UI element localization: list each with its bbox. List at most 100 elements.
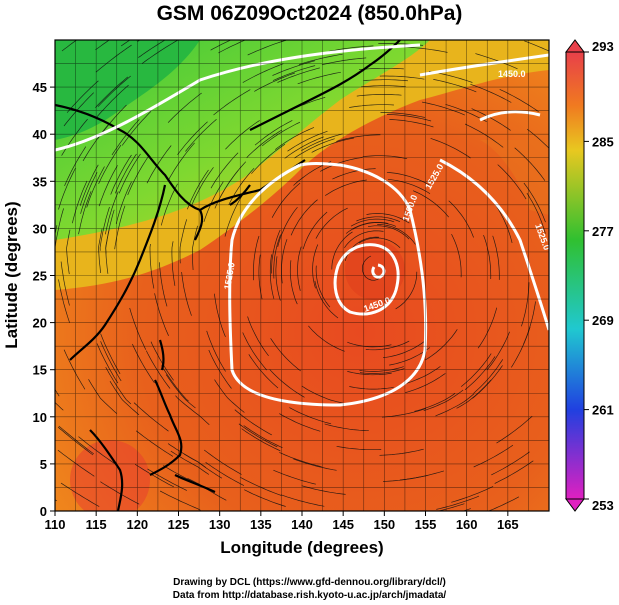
streamline bbox=[423, 389, 464, 412]
streamline bbox=[358, 237, 401, 249]
streamline bbox=[486, 331, 510, 371]
streamline bbox=[279, 413, 321, 432]
streamline bbox=[187, 169, 209, 210]
streamline bbox=[269, 254, 275, 299]
streamline bbox=[64, 146, 87, 187]
streamline bbox=[349, 104, 394, 108]
streamline bbox=[359, 67, 404, 70]
x-tick-label: 155 bbox=[415, 517, 437, 532]
streamline bbox=[273, 234, 281, 279]
streamline bbox=[464, 123, 504, 148]
x-tick-label: 160 bbox=[456, 517, 478, 532]
streamline bbox=[494, 460, 534, 484]
x-tick-label: 135 bbox=[250, 517, 272, 532]
streamline bbox=[105, 367, 132, 405]
credit-line-1: Drawing by DCL (https://www.gfd-dennou.o… bbox=[173, 577, 446, 588]
streamline bbox=[98, 165, 118, 207]
streamline bbox=[118, 153, 141, 194]
streamline bbox=[436, 503, 465, 511]
streamline bbox=[379, 75, 425, 80]
streamline bbox=[95, 44, 132, 73]
colorbar-body bbox=[565, 51, 585, 500]
streamline bbox=[277, 67, 320, 83]
streamline bbox=[253, 235, 260, 281]
streamline bbox=[55, 499, 57, 502]
colorbar-label: 261 bbox=[592, 403, 614, 418]
streamline bbox=[284, 136, 324, 159]
streamline bbox=[349, 386, 394, 390]
streamline bbox=[280, 494, 325, 507]
streamline bbox=[524, 40, 549, 52]
streamline bbox=[361, 85, 406, 88]
streamline bbox=[149, 243, 155, 289]
streamline bbox=[365, 340, 410, 351]
streamline bbox=[133, 402, 169, 432]
x-tick-label: 120 bbox=[126, 517, 148, 532]
streamline bbox=[324, 423, 369, 432]
colorbar-label: 293 bbox=[592, 39, 614, 54]
streamline bbox=[61, 118, 88, 156]
x-tick-label: 165 bbox=[497, 517, 519, 532]
streamline bbox=[492, 235, 500, 280]
streamline bbox=[422, 101, 465, 116]
streamline bbox=[135, 430, 174, 457]
contour-label: 1525.0 bbox=[222, 261, 237, 290]
streamline bbox=[145, 350, 171, 389]
streamline bbox=[475, 53, 518, 70]
streamline bbox=[514, 147, 546, 181]
streamline bbox=[238, 423, 278, 448]
streamline bbox=[206, 330, 226, 372]
streamline bbox=[487, 496, 520, 511]
y-tick-label: 5 bbox=[40, 457, 47, 472]
streamline bbox=[95, 40, 110, 51]
streamline bbox=[477, 307, 498, 349]
streamline bbox=[110, 154, 132, 195]
streamline bbox=[464, 356, 496, 390]
streamline bbox=[414, 393, 456, 412]
streamline bbox=[287, 130, 328, 152]
streamline bbox=[356, 94, 402, 97]
x-tick-label: 145 bbox=[332, 517, 354, 532]
streamline bbox=[114, 153, 137, 194]
colorbar: 293 285 277 269 261 253 bbox=[565, 39, 614, 513]
x-tick-label: 140 bbox=[291, 517, 313, 532]
streamline bbox=[203, 181, 224, 223]
streamline bbox=[380, 112, 425, 118]
streamline bbox=[205, 462, 245, 486]
streamline bbox=[132, 343, 155, 384]
streamline bbox=[473, 359, 504, 394]
colorbar-ticks: 293 285 277 269 261 253 bbox=[584, 39, 614, 513]
streamline bbox=[350, 218, 395, 227]
streamline bbox=[160, 183, 178, 226]
streamline bbox=[171, 241, 176, 286]
streamline bbox=[82, 123, 109, 162]
streamline bbox=[177, 121, 208, 156]
streamline bbox=[105, 209, 115, 254]
colorbar-bottom-arrow bbox=[565, 498, 585, 512]
streamline bbox=[405, 373, 446, 393]
streamline bbox=[277, 206, 298, 247]
streamline bbox=[497, 164, 527, 200]
streamline bbox=[136, 40, 138, 41]
streamline bbox=[311, 137, 354, 153]
streamline bbox=[134, 464, 174, 488]
streamline bbox=[97, 75, 131, 107]
streamline bbox=[114, 205, 126, 250]
x-axis-label: Longitude (degrees) bbox=[220, 538, 384, 557]
x-axis-ticks: 110 115 120 125 130 135 140 145 150 155 160 165 bbox=[45, 511, 519, 532]
streamline bbox=[448, 200, 474, 238]
streamline bbox=[225, 120, 260, 150]
streamline bbox=[302, 211, 328, 250]
streamline bbox=[154, 293, 169, 336]
streamline bbox=[150, 341, 174, 381]
streamline bbox=[363, 79, 409, 82]
streamline bbox=[377, 224, 416, 245]
streamline bbox=[248, 354, 279, 389]
streamline bbox=[72, 180, 88, 224]
streamline bbox=[395, 271, 418, 310]
streamline bbox=[499, 89, 539, 112]
streamline bbox=[493, 202, 513, 243]
y-tick-label: 25 bbox=[33, 269, 47, 284]
y-tick-label: 45 bbox=[33, 80, 47, 95]
